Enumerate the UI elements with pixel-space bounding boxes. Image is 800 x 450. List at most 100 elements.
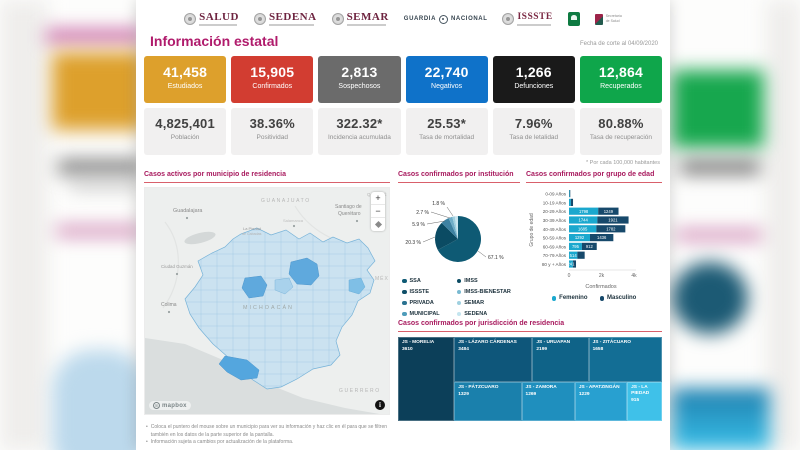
age-category-label: 0-09 Años [545, 192, 566, 197]
map-zoom-controls: + − [371, 192, 385, 232]
age-legend-item-masculino[interactable]: Masculino [599, 295, 636, 301]
mapbox-logo[interactable]: m mapbox [149, 401, 191, 411]
footer-note: • Información sujeta a cambios por actual… [146, 439, 294, 445]
pie-slice[interactable] [454, 216, 458, 240]
x-tick-label: 2k [599, 273, 605, 279]
pie-slice[interactable] [441, 218, 458, 240]
bar-masculino [569, 190, 571, 198]
legend-dot-icon [456, 300, 462, 306]
municipality-high-cases[interactable] [241, 276, 268, 299]
age-category-label: 80 y + Años [542, 262, 567, 267]
treemap-tile-js-la-piedad[interactable]: JS - LA PIEDAD 915 [627, 381, 662, 422]
bar-value-label: 795 [572, 244, 580, 249]
pie-legend-item-imss-bienestar[interactable]: IMSS-BIENESTAR [456, 286, 520, 297]
zoom-in-button[interactable]: + [371, 192, 385, 206]
pie-legend-item-municipal[interactable]: MUNICIPAL [402, 308, 449, 319]
municipality-high-cases[interactable] [218, 356, 260, 381]
pie-slice[interactable] [452, 216, 458, 240]
page-title: Información estatal [150, 33, 279, 49]
stats-row-secondary: 4,825,401 Población 38.36% Positividad 322.3… [144, 108, 663, 155]
date-note: Fecha de corte al 04/09/2020 [579, 41, 658, 47]
logo-semar: SEMAR [331, 11, 389, 27]
treemap-tile-js-zitacuaro[interactable]: JS - ZITÁCUARO 1658 [588, 337, 662, 382]
zoom-out-button[interactable]: − [371, 205, 385, 219]
bar-femenino [569, 251, 578, 260]
age-section-title: Casos confirmados por grupo de edad [526, 171, 655, 178]
stat-label: Defunciones [514, 83, 554, 90]
tile-name: JS - LÁZARO CÁRDENAS [458, 340, 517, 346]
municipality-medium-cases[interactable] [348, 278, 366, 295]
age-category-label: 50-59 Años [543, 236, 567, 241]
treemap-tile-js-apatzingan[interactable]: JS - APATZINGÁN 1229 [574, 381, 628, 422]
tile-value: 3610 [402, 347, 413, 353]
pie-chart[interactable]: 1.8 %2.7 % 5.9 % 20.3 % 67.1 % [398, 187, 520, 269]
map-label-michoacan: MICHOACÁN [243, 304, 294, 311]
treemap-section: Casos confirmados por jurisdicción de re… [398, 320, 662, 422]
pie-label-leader [430, 212, 451, 219]
compass-button[interactable] [371, 218, 385, 231]
pie-legend-item-imss[interactable]: IMSS [456, 275, 520, 286]
municipality-high-cases[interactable] [288, 258, 320, 286]
logo-salud: SALUD [184, 11, 239, 27]
tile-value: 2199 [536, 347, 548, 353]
pie-label-leader [422, 237, 436, 243]
pie-slice[interactable] [448, 217, 458, 240]
map-svg[interactable]: Guadalajara GUANAJUATO Santiago deQuerétar… [145, 188, 390, 415]
pie-legend-item-issste[interactable]: ISSSTE [402, 286, 449, 297]
stats-row-primary: 41,458 Estudiados 15,905 Confirmados 2,813 So… [144, 56, 663, 103]
bar-masculino [590, 234, 614, 242]
bar-masculino [598, 207, 619, 216]
pie-slice[interactable] [437, 216, 482, 263]
stat-label: Sospechosos [338, 83, 381, 90]
pie-percent-label: 1.8 % [432, 201, 445, 207]
map-label-salamanca: Salamanca [283, 218, 304, 223]
semar-emblem-icon [331, 13, 344, 25]
treemap-tile-js-morelia[interactable]: JS - MORELIA 3610 [398, 337, 455, 422]
pie-section-title: Casos confirmados por institución [398, 171, 514, 178]
age-section: Casos confirmados por grupo de edad Grup… [526, 171, 662, 301]
age-bar-chart: Grupo de edad Confirmados 0-09 Años 10-19… [529, 190, 637, 290]
treemap-tile-js-uruapan[interactable]: JS - URUAPAN 2199 [532, 337, 589, 382]
legend-dot-icon [551, 296, 557, 301]
pie-legend-item-semar[interactable]: SEMAR [456, 297, 520, 308]
stat-label: Confirmados [252, 83, 293, 90]
map-label-de-cabadas: de Cabadas [242, 232, 262, 236]
tile-name: JS - ZAMORA [525, 384, 557, 390]
treemap-tile-js-zamora[interactable]: JS - ZAMORA 1269 [521, 381, 575, 422]
guardia-nacional-emblem-icon [439, 14, 448, 24]
x-axis-label: Confirmados [585, 284, 616, 290]
info-button[interactable]: i [375, 400, 385, 411]
pie-percent-label: 67.1 % [488, 255, 504, 261]
treemap-tile-js-lazaro-cardenas[interactable]: JS - LÁZARO CÁRDENAS 3484 [454, 337, 533, 382]
logo-issste: ISSSTE [502, 11, 553, 26]
pie-percent-label: 2.7 % [416, 210, 429, 216]
pie-legend-item-privada[interactable]: PRIVADA [402, 297, 449, 308]
age-category-label: 40-49 Años [543, 227, 567, 232]
municipality-medium-cases[interactable] [274, 278, 294, 295]
choropleth-map[interactable]: Guadalajara GUANAJUATO Santiago de Querétar… [144, 187, 390, 416]
age-legend-item-femenino[interactable]: Femenino [551, 295, 588, 301]
city-dot [167, 311, 171, 314]
pie-section: Casos confirmados por institución 1.8 % 2… [398, 171, 520, 319]
legend-dot-icon [456, 278, 462, 284]
logo-sedena-label: SEDENA [268, 10, 317, 23]
pie-legend-item-sedena[interactable]: SEDENA [456, 308, 520, 319]
pie-legend-item-ssa[interactable]: SSA [402, 275, 449, 286]
stat-label: Incidencia acumulada [327, 134, 391, 141]
stat-label: Tasa de letalidad [509, 134, 559, 141]
tile-value: 1658 [592, 347, 604, 353]
stat-value: 2,813 [341, 64, 378, 80]
logo-issste-label: ISSSTE [517, 11, 553, 22]
michoacan-state-shape[interactable] [184, 228, 376, 390]
stat-card-tasa-de-recuperacion: 80.88% Tasa de recuperación [579, 108, 663, 155]
treemap-tile-js-patzcuaro[interactable]: JS - PÁTZCUARO 1329 [454, 381, 522, 422]
stat-value: 15,905 [250, 64, 295, 80]
pie-slice[interactable] [435, 223, 458, 251]
stat-value: 7.96% [514, 116, 553, 131]
bar-femenino [569, 234, 590, 242]
age-category-label: 70-79 Años [543, 254, 567, 259]
legend-dot-icon [599, 296, 604, 301]
bar-value-label: 1744 [579, 218, 589, 223]
pie-label-leader [477, 251, 487, 258]
